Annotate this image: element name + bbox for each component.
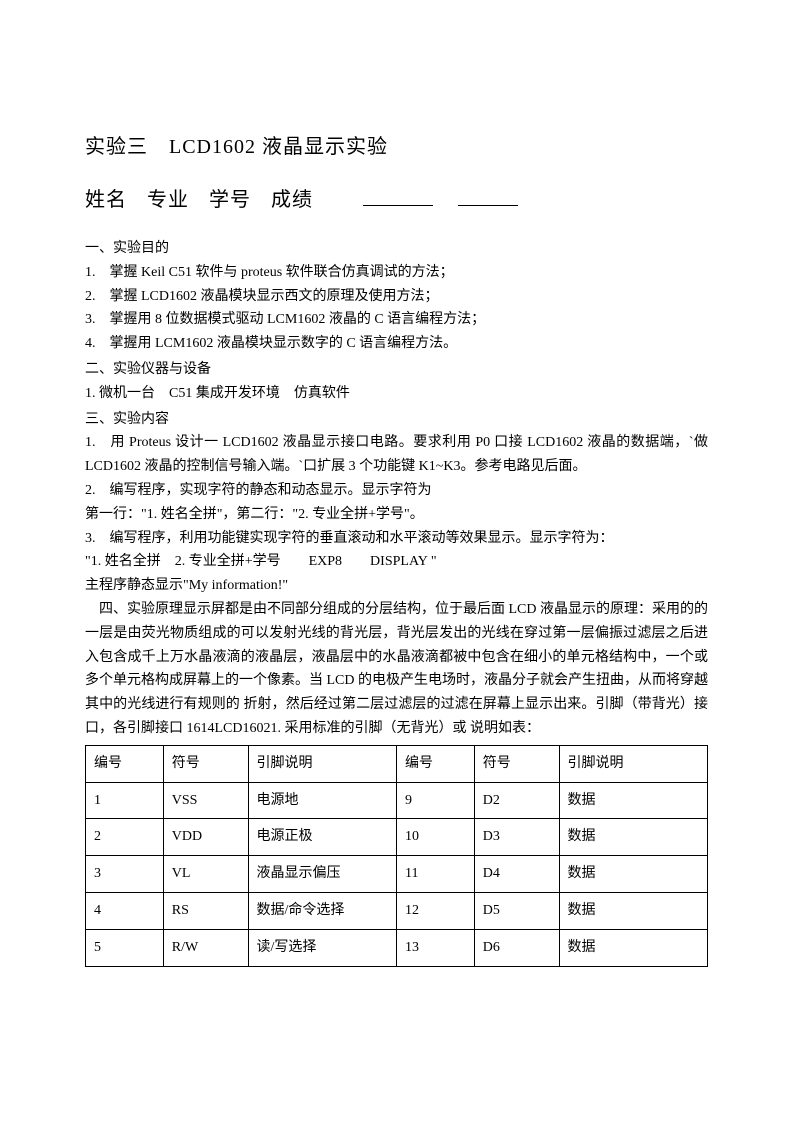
table-cell: D6 (474, 929, 559, 966)
section-3-item-3: 3. 编写程序，利用功能键实现字符的垂直滚动和水平滚动等效果显示。显示字符为： (85, 527, 708, 551)
table-cell: 10 (396, 819, 474, 856)
table-cell: 4 (86, 892, 164, 929)
section-1-heading: 一、实验目的 (85, 237, 708, 261)
table-cell: 13 (396, 929, 474, 966)
section-2-heading: 二、实验仪器与设备 (85, 358, 708, 382)
table-cell: D4 (474, 856, 559, 893)
major-label: 专业 (147, 183, 189, 217)
table-row: 2 VDD 电源正极 10 D3 数据 (86, 819, 708, 856)
table-cell: 电源地 (248, 782, 396, 819)
table-cell: 1 (86, 782, 164, 819)
table-row: 1 VSS 电源地 9 D2 数据 (86, 782, 708, 819)
table-cell: 数据/命令选择 (248, 892, 396, 929)
table-cell: R/W (163, 929, 248, 966)
section-2-item-1: 1. 微机一台 C51 集成开发环境 仿真软件 (85, 382, 708, 406)
section-1-item-4: 4. 掌握用 LCM1602 液晶模块显示数字的 C 语言编程方法。 (85, 332, 708, 356)
table-body: 1 VSS 电源地 9 D2 数据 2 VDD 电源正极 10 D3 数据 3 … (86, 782, 708, 966)
table-cell: VDD (163, 819, 248, 856)
pin-table: 编号 符号 引脚说明 编号 符号 引脚说明 1 VSS 电源地 9 D2 数据 … (85, 745, 708, 967)
table-cell: D5 (474, 892, 559, 929)
section-1-item-1: 1. 掌握 Keil C51 软件与 proteus 软件联合仿真调试的方法； (85, 261, 708, 285)
table-cell: 数据 (559, 819, 707, 856)
table-header-cell: 编号 (396, 745, 474, 782)
table-cell: 读/写选择 (248, 929, 396, 966)
table-cell: D2 (474, 782, 559, 819)
table-cell: D3 (474, 819, 559, 856)
name-label: 姓名 (85, 183, 127, 217)
blank-line-1 (363, 182, 433, 206)
section-3-heading: 三、实验内容 (85, 408, 708, 432)
section-1-item-2: 2. 掌握 LCD1602 液晶模块显示西文的原理及使用方法； (85, 285, 708, 309)
section-3-item-3b: "1. 姓名全拼 2. 专业全拼+学号 EXP8 DISPLAY " (85, 550, 708, 574)
table-cell: VSS (163, 782, 248, 819)
table-cell: 液晶显示偏压 (248, 856, 396, 893)
table-row: 3 VL 液晶显示偏压 11 D4 数据 (86, 856, 708, 893)
score-label: 成绩 (271, 183, 313, 217)
table-header-cell: 引脚说明 (559, 745, 707, 782)
table-cell: RS (163, 892, 248, 929)
table-cell: 数据 (559, 782, 707, 819)
table-cell: 电源正极 (248, 819, 396, 856)
table-cell: 12 (396, 892, 474, 929)
id-label: 学号 (209, 183, 251, 217)
section-1-item-3: 3. 掌握用 8 位数据模式驱动 LCM1602 液晶的 C 语言编程方法； (85, 308, 708, 332)
table-cell: 数据 (559, 929, 707, 966)
table-header-cell: 符号 (163, 745, 248, 782)
table-row: 4 RS 数据/命令选择 12 D5 数据 (86, 892, 708, 929)
section-4-content: 四、实验原理显示屏都是由不同部分组成的分层结构，位于最后面 LCD 液晶显示的原… (85, 598, 708, 741)
table-cell: 2 (86, 819, 164, 856)
table-cell: 11 (396, 856, 474, 893)
table-header-row: 编号 符号 引脚说明 编号 符号 引脚说明 (86, 745, 708, 782)
table-cell: 数据 (559, 892, 707, 929)
student-info-row: 姓名 专业 学号 成绩 (85, 182, 708, 217)
section-3-item-2b: 第一行："1. 姓名全拼"，第二行："2. 专业全拼+学号"。 (85, 503, 708, 527)
page-title: 实验三 LCD1602 液晶显示实验 (85, 130, 708, 164)
table-header-cell: 符号 (474, 745, 559, 782)
table-cell: 9 (396, 782, 474, 819)
table-row: 5 R/W 读/写选择 13 D6 数据 (86, 929, 708, 966)
section-3-item-3c: 主程序静态显示"My information!" (85, 574, 708, 598)
blank-line-2 (458, 182, 518, 206)
section-3-item-1: 1. 用 Proteus 设计一 LCD1602 液晶显示接口电路。要求利用 P… (85, 431, 708, 479)
table-cell: 3 (86, 856, 164, 893)
table-cell: 5 (86, 929, 164, 966)
section-3-item-2: 2. 编写程序，实现字符的静态和动态显示。显示字符为 (85, 479, 708, 503)
table-cell: 数据 (559, 856, 707, 893)
table-header-cell: 引脚说明 (248, 745, 396, 782)
table-cell: VL (163, 856, 248, 893)
table-header-cell: 编号 (86, 745, 164, 782)
